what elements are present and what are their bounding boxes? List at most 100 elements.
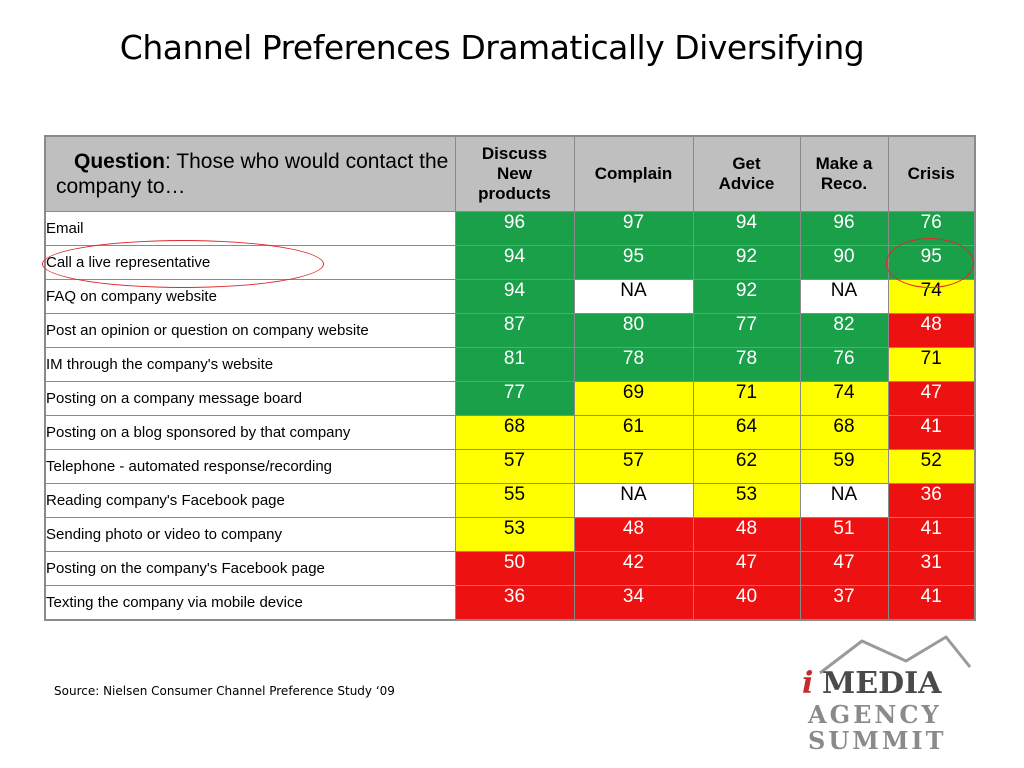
row-label: Email xyxy=(44,211,456,246)
table-row: Texting the company via mobile device 36 3… xyxy=(44,585,976,621)
value-cell: 77 xyxy=(454,381,575,416)
value-cell: 74 xyxy=(799,381,889,416)
row-label: Telephone - automated response/recording xyxy=(44,449,456,484)
value-cell: 41 xyxy=(887,415,976,450)
value-cell: 71 xyxy=(692,381,801,416)
value-cell: 57 xyxy=(454,449,575,484)
logo-graphic: i MEDIA AGENCY SUMMIT xyxy=(802,635,972,755)
channel-preferences-table: Question: Those who would contact the co… xyxy=(44,135,976,621)
value-cell: 64 xyxy=(692,415,801,450)
column-header: Complain xyxy=(573,135,694,212)
row-label: Reading company's Facebook page xyxy=(44,483,456,518)
value-cell: 31 xyxy=(887,551,976,586)
value-cell: 77 xyxy=(692,313,801,348)
table-row: Posting on a blog sponsored by that comp… xyxy=(44,415,976,450)
value-cell: 69 xyxy=(573,381,694,416)
slide-title: Channel Preferences Dramatically Diversi… xyxy=(119,28,865,67)
value-cell: 52 xyxy=(887,449,976,484)
value-cell: 74 xyxy=(887,279,976,314)
value-cell: 94 xyxy=(454,245,575,280)
value-cell: NA xyxy=(799,279,889,314)
value-cell: 80 xyxy=(573,313,694,348)
row-label: Posting on a company message board xyxy=(44,381,456,416)
row-label: IM through the company's website xyxy=(44,347,456,382)
value-cell: 78 xyxy=(573,347,694,382)
header-row: Question: Those who would contact the co… xyxy=(44,135,976,212)
row-label: Posting on the company's Facebook page xyxy=(44,551,456,586)
value-cell: 96 xyxy=(454,211,575,246)
value-cell: 51 xyxy=(799,517,889,552)
value-cell: NA xyxy=(799,483,889,518)
value-cell: 47 xyxy=(799,551,889,586)
value-cell: 95 xyxy=(573,245,694,280)
question-text: : Those who would contact the company to… xyxy=(56,150,449,198)
value-cell: 53 xyxy=(692,483,801,518)
value-cell: 62 xyxy=(692,449,801,484)
value-cell: 71 xyxy=(887,347,976,382)
value-cell: 41 xyxy=(887,517,976,552)
table-row: Posting on a company message board 77 69 71… xyxy=(44,381,976,416)
value-cell: 87 xyxy=(454,313,575,348)
value-cell: 55 xyxy=(454,483,575,518)
value-cell: 48 xyxy=(887,313,976,348)
table-row: Email 96 97 94 96 76 xyxy=(44,211,976,246)
value-cell: 76 xyxy=(887,211,976,246)
value-cell: 94 xyxy=(454,279,575,314)
value-cell: NA xyxy=(573,279,694,314)
logo-media: MEDIA xyxy=(822,666,942,701)
logo-roof-outline xyxy=(819,635,972,675)
value-cell: 42 xyxy=(573,551,694,586)
table-row: Sending photo or video to company 53 48 48 5… xyxy=(44,517,976,552)
value-cell: 36 xyxy=(887,483,976,518)
source-note: Source: Nielsen Consumer Channel Prefere… xyxy=(54,684,395,698)
question-label: Question xyxy=(74,150,166,173)
value-cell: 59 xyxy=(799,449,889,484)
imedia-agency-summit-logo: i MEDIA AGENCY SUMMIT xyxy=(796,627,972,757)
value-cell: 41 xyxy=(887,585,976,621)
value-cell: 78 xyxy=(692,347,801,382)
value-cell: 50 xyxy=(454,551,575,586)
value-cell: 95 xyxy=(887,245,976,280)
value-cell: 96 xyxy=(799,211,889,246)
value-cell: 47 xyxy=(692,551,801,586)
value-cell: 81 xyxy=(454,347,575,382)
value-cell: 57 xyxy=(573,449,694,484)
row-label: Post an opinion or question on company w… xyxy=(44,313,456,348)
value-cell: 36 xyxy=(454,585,575,621)
logo-agency: AGENCY xyxy=(807,700,942,729)
table-row: Reading company's Facebook page 55 NA 53 NA 3… xyxy=(44,483,976,518)
value-cell: 37 xyxy=(799,585,889,621)
value-cell: 82 xyxy=(799,313,889,348)
table-row: Posting on the company's Facebook page 50… xyxy=(44,551,976,586)
value-cell: 48 xyxy=(573,517,694,552)
row-label: Call a live representative xyxy=(44,245,456,280)
logo-i: i xyxy=(802,666,813,701)
column-header: Get Advice xyxy=(692,135,801,212)
column-header: Discuss New products xyxy=(454,135,575,212)
logo-summit: SUMMIT xyxy=(808,726,946,755)
value-cell: 76 xyxy=(799,347,889,382)
value-cell: 61 xyxy=(573,415,694,450)
value-cell: 92 xyxy=(692,245,801,280)
table-row: Post an opinion or question on company w… xyxy=(44,313,976,348)
row-label: Posting on a blog sponsored by that comp… xyxy=(44,415,456,450)
value-cell: 53 xyxy=(454,517,575,552)
value-cell: 48 xyxy=(692,517,801,552)
question-header: Question: Those who would contact the co… xyxy=(44,135,456,212)
value-cell: 47 xyxy=(887,381,976,416)
row-label: Texting the company via mobile device xyxy=(44,585,456,621)
value-cell: 68 xyxy=(799,415,889,450)
value-cell: 90 xyxy=(799,245,889,280)
value-cell: 94 xyxy=(692,211,801,246)
value-cell: 97 xyxy=(573,211,694,246)
column-header: Crisis xyxy=(887,135,976,212)
value-cell: 68 xyxy=(454,415,575,450)
table-row: IM through the company's website 81 78 78 76… xyxy=(44,347,976,382)
value-cell: NA xyxy=(573,483,694,518)
row-label: FAQ on company website xyxy=(44,279,456,314)
value-cell: 34 xyxy=(573,585,694,621)
table-row: Call a live representative 94 95 92 90 95 xyxy=(44,245,976,280)
column-header: Make a Reco. xyxy=(799,135,889,212)
value-cell: 92 xyxy=(692,279,801,314)
row-label: Sending photo or video to company xyxy=(44,517,456,552)
